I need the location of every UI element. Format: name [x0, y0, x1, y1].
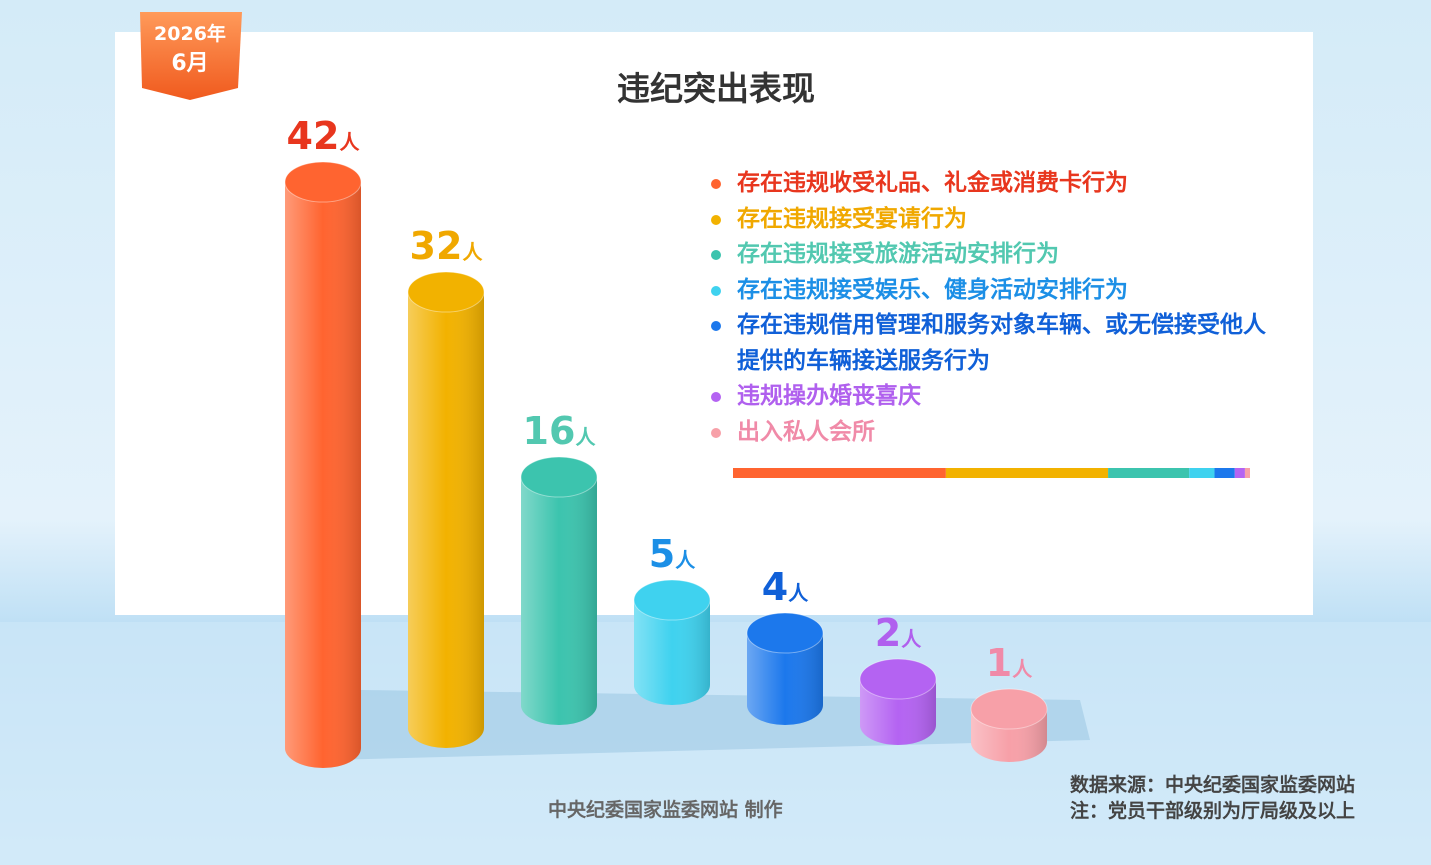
legend-label: 存在违规接受旅游活动安排行为: [737, 241, 1059, 267]
value-label: 1: [986, 641, 1012, 685]
cylinder-top: [633, 579, 711, 621]
legend-dot: [711, 179, 721, 189]
value-label: 16: [523, 409, 576, 453]
legend-dot: [711, 321, 721, 331]
chart-title: 违纪突出表现: [617, 69, 815, 108]
cylinder-shade: [521, 477, 597, 725]
badge-year: 2026年: [154, 22, 226, 45]
source: 数据来源：中央纪委国家监委网站: [1070, 774, 1356, 796]
value-unit: 人: [575, 425, 596, 449]
legend-dot: [711, 392, 721, 402]
proportion-segment: [1189, 468, 1215, 478]
value-label: 2: [875, 611, 901, 655]
legend-dot: [711, 214, 721, 225]
proportion-segment: [1234, 468, 1245, 478]
legend-label: 出入私人会所: [737, 418, 875, 445]
value-unit: 人: [1012, 657, 1033, 681]
legend-label: 违规操办婚丧喜庆: [737, 383, 921, 409]
legend-item: 存在违规借用管理和服务对象车辆、或无偿接受他人提供的车辆接送服务行为: [711, 308, 1272, 379]
value-label-group: 42人: [287, 114, 361, 158]
legend-label: 存在违规收受礼品、礼金或消费卡行为: [737, 170, 1128, 196]
legend-item: 存在违规接受宴请行为: [711, 202, 1272, 238]
value-label: 4: [762, 565, 788, 609]
cylinder-top: [407, 271, 485, 313]
legend-item: 存在违规接受旅游活动安排行为: [711, 237, 1272, 273]
legend-label: 存在违规借用管理和服务对象车辆、或无偿接受他人提供的车辆接送服务行为: [737, 312, 1266, 374]
value-unit: 人: [339, 130, 360, 154]
value-unit: 人: [901, 627, 922, 651]
proportion-segment: [945, 468, 1109, 478]
cylinder-top: [284, 161, 362, 203]
legend-label: 存在违规接受宴请行为: [737, 205, 967, 232]
legend-item: 存在违规收受礼品、礼金或消费卡行为: [711, 166, 1272, 202]
value-unit: 人: [462, 240, 483, 264]
value-label: 32: [410, 224, 463, 268]
proportion-segment: [1244, 468, 1250, 478]
cylinder-top: [746, 612, 824, 654]
cylinder-shade: [408, 292, 484, 748]
legend-item: 出入私人会所: [711, 415, 1272, 451]
cylinder-top: [520, 456, 598, 498]
value-label: 5: [649, 532, 675, 576]
legend-dot: [711, 427, 721, 438]
date-badge: [140, 12, 242, 100]
badge-month: 6月: [171, 51, 208, 76]
legend-dot: [711, 285, 721, 296]
value-unit: 人: [788, 581, 809, 605]
proportion-segment: [733, 468, 946, 478]
proportion-segment: [1108, 468, 1190, 478]
legend-dot: [711, 250, 721, 260]
value-label-group: 5人: [649, 532, 696, 576]
legend-item: 存在违规接受娱乐、健身活动安排行为: [711, 273, 1272, 309]
cylinder-shade: [747, 633, 823, 725]
legend: 存在违规收受礼品、礼金或消费卡行为 存在违规接受宴请行为存在违规接受旅游活动安排行…: [711, 166, 1272, 451]
cylinder-top: [970, 688, 1048, 730]
value-label-group: 4人: [762, 565, 809, 609]
proportion-segment: [1214, 468, 1235, 478]
legend-label: 存在违规接受娱乐、健身活动安排行为: [737, 276, 1128, 303]
credit: 中央纪委国家监委网站 制作: [548, 799, 783, 821]
legend-item: 违规操办婚丧喜庆: [711, 379, 1272, 415]
value-label-group: 16人: [523, 409, 597, 453]
value-unit: 人: [675, 548, 696, 572]
cylinder-shade: [634, 600, 710, 705]
value-label-group: 2人: [875, 611, 922, 655]
cylinder-shade: [285, 182, 361, 768]
cylinder-top: [859, 658, 937, 700]
value-label-group: 1人: [986, 641, 1033, 685]
floor: [0, 622, 1431, 865]
value-label: 42: [287, 114, 340, 158]
value-label-group: 32人: [410, 224, 484, 268]
note: 注：党员干部级别为厅局级及以上: [1070, 800, 1356, 822]
